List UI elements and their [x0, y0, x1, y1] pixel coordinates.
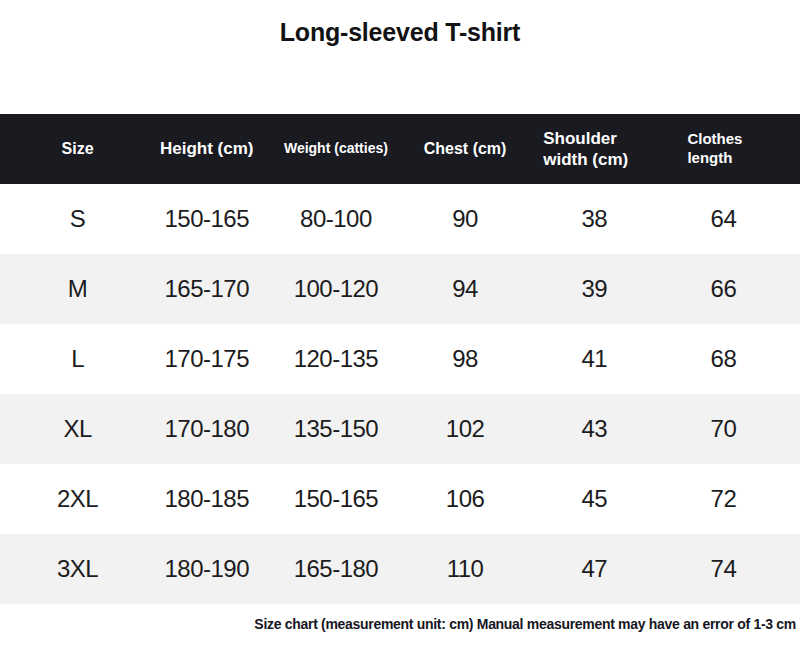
cell-height: 180-190 — [142, 555, 271, 583]
cell-clothes-length: 74 — [659, 555, 788, 583]
size-table: Size Height (cm) Weight (catties) Chest … — [0, 114, 800, 604]
header-label-shoulder-width: Shoulder width (cm) — [543, 128, 645, 171]
cell-height: 170-180 — [142, 415, 271, 443]
cell-size: 3XL — [13, 555, 142, 583]
cell-height: 170-175 — [142, 345, 271, 373]
cell-chest: 94 — [401, 275, 530, 303]
cell-clothes-length: 66 — [659, 275, 788, 303]
cell-weight: 150-165 — [271, 485, 400, 513]
cell-chest: 106 — [401, 485, 530, 513]
cell-chest: 102 — [401, 415, 530, 443]
cell-size: L — [13, 345, 142, 373]
header-cell-size: Size — [13, 139, 142, 159]
cell-height: 165-170 — [142, 275, 271, 303]
header-label-weight: Weight (catties) — [284, 140, 388, 158]
cell-clothes-length: 72 — [659, 485, 788, 513]
cell-size: XL — [13, 415, 142, 443]
cell-clothes-length: 70 — [659, 415, 788, 443]
cell-shoulder-width: 47 — [530, 555, 659, 583]
cell-size: 2XL — [13, 485, 142, 513]
cell-shoulder-width: 45 — [530, 485, 659, 513]
table-row-s: S 150-165 80-100 90 38 64 — [0, 184, 800, 254]
table-row-2xl: 2XL 180-185 150-165 106 45 72 — [0, 464, 800, 534]
table-row-3xl: 3XL 180-190 165-180 110 47 74 — [0, 534, 800, 604]
header-label-clothes-length: Clothes length — [687, 130, 759, 168]
cell-weight: 120-135 — [271, 345, 400, 373]
table-header-row: Size Height (cm) Weight (catties) Chest … — [0, 114, 800, 184]
header-cell-clothes-length: Clothes length — [659, 130, 788, 168]
size-chart-page: Long-sleeved T-shirt Size Height (cm) We… — [0, 0, 800, 646]
cell-clothes-length: 64 — [659, 205, 788, 233]
measurement-footnote: Size chart (measurement unit: cm) Manual… — [254, 616, 796, 632]
cell-shoulder-width: 38 — [530, 205, 659, 233]
table-row-xl: XL 170-180 135-150 102 43 70 — [0, 394, 800, 464]
header-label-size: Size — [62, 139, 94, 159]
header-label-height: Height (cm) — [160, 138, 254, 159]
cell-weight: 135-150 — [271, 415, 400, 443]
header-cell-shoulder-width: Shoulder width (cm) — [530, 128, 659, 171]
header-cell-weight: Weight (catties) — [271, 140, 400, 158]
cell-size: S — [13, 205, 142, 233]
header-cell-height: Height (cm) — [142, 138, 271, 159]
cell-shoulder-width: 39 — [530, 275, 659, 303]
cell-chest: 98 — [401, 345, 530, 373]
cell-chest: 90 — [401, 205, 530, 233]
header-label-chest: Chest (cm) — [424, 139, 507, 159]
cell-chest: 110 — [401, 555, 530, 583]
cell-shoulder-width: 41 — [530, 345, 659, 373]
page-title: Long-sleeved T-shirt — [0, 0, 800, 47]
cell-size: M — [13, 275, 142, 303]
cell-clothes-length: 68 — [659, 345, 788, 373]
cell-height: 180-185 — [142, 485, 271, 513]
cell-weight: 100-120 — [271, 275, 400, 303]
cell-weight: 165-180 — [271, 555, 400, 583]
cell-height: 150-165 — [142, 205, 271, 233]
cell-shoulder-width: 43 — [530, 415, 659, 443]
table-row-m: M 165-170 100-120 94 39 66 — [0, 254, 800, 324]
cell-weight: 80-100 — [271, 205, 400, 233]
table-row-l: L 170-175 120-135 98 41 68 — [0, 324, 800, 394]
header-cell-chest: Chest (cm) — [401, 139, 530, 159]
